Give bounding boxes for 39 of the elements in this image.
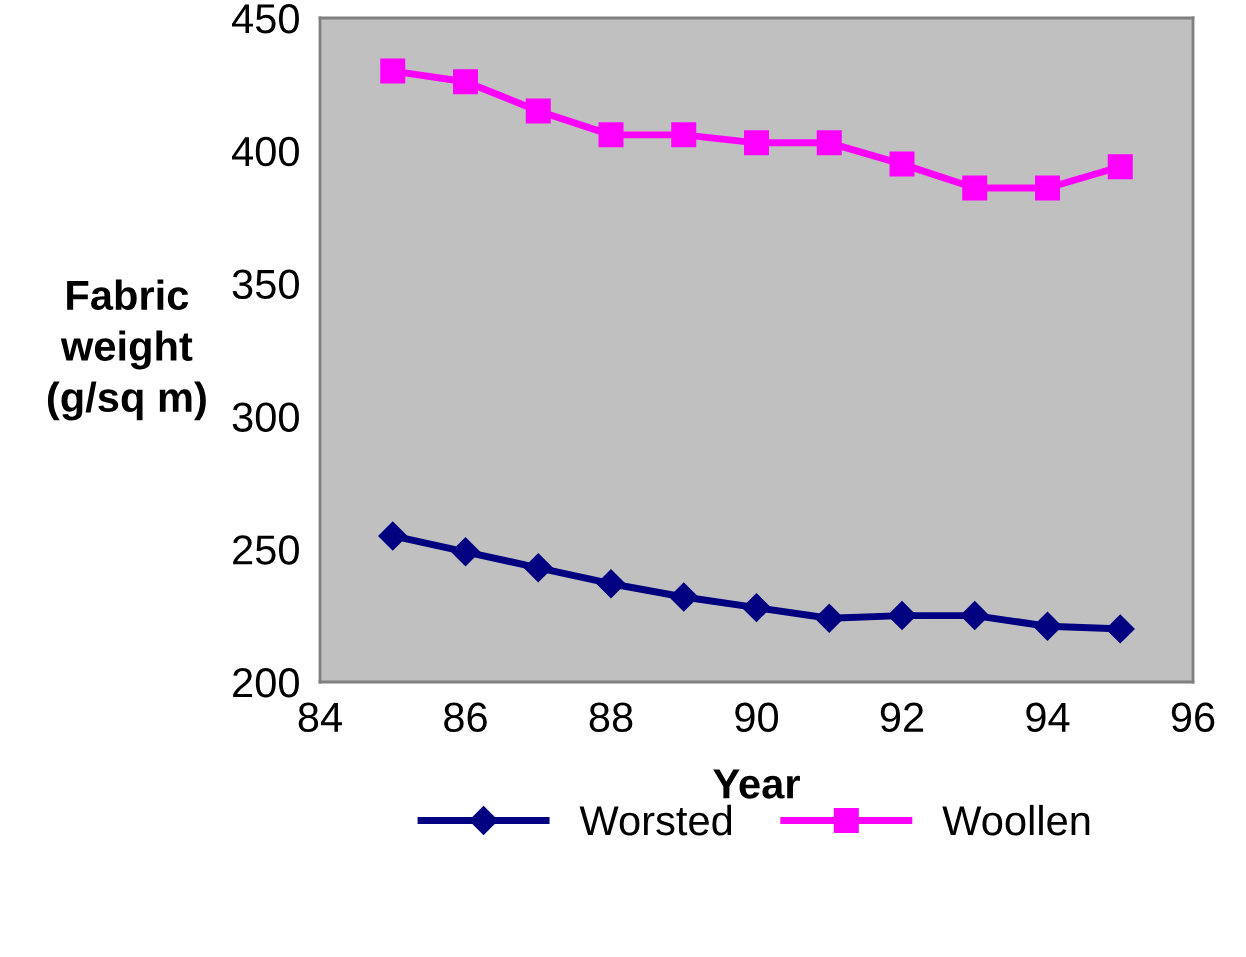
- x-tick-label: 90: [735, 702, 779, 733]
- point: [451, 537, 480, 567]
- point: [743, 130, 770, 156]
- point: [742, 593, 771, 623]
- legend-label: Woollen: [942, 804, 1090, 836]
- point: [816, 130, 842, 156]
- y-tick-label: 350: [232, 269, 299, 300]
- point: [1105, 614, 1135, 644]
- point: [1034, 175, 1061, 201]
- point: [1107, 154, 1133, 180]
- point: [452, 69, 479, 95]
- y-axis-title: Fabric weight (g/sq m): [47, 279, 206, 421]
- point: [960, 601, 990, 631]
- point: [525, 98, 551, 124]
- legend-label: Worsted: [579, 804, 732, 836]
- x-tick-label: 86: [444, 702, 487, 733]
- x-tick-label: 84: [298, 702, 342, 733]
- x-tick-label: 92: [880, 702, 924, 733]
- point: [1033, 611, 1062, 641]
- point: [887, 601, 917, 631]
- point: [378, 521, 408, 551]
- point: [598, 122, 624, 148]
- point: [669, 582, 699, 612]
- x-tick-label: 88: [589, 702, 633, 733]
- point: [380, 58, 406, 84]
- point: [814, 603, 844, 633]
- point: [596, 569, 626, 599]
- point: [523, 553, 553, 583]
- point: [962, 175, 988, 201]
- point: [889, 151, 915, 177]
- y-tick-label: 450: [232, 4, 299, 34]
- x-tick-label: 96: [1171, 702, 1215, 733]
- point: [671, 122, 697, 148]
- y-tick-label: 250: [233, 535, 299, 565]
- y-tick-label: 400: [232, 136, 299, 167]
- x-tick-label: 94: [1026, 702, 1070, 733]
- y-tick-label: 200: [233, 668, 299, 698]
- y-tick-label: 300: [232, 402, 299, 432]
- x-axis-title: Year: [713, 769, 800, 799]
